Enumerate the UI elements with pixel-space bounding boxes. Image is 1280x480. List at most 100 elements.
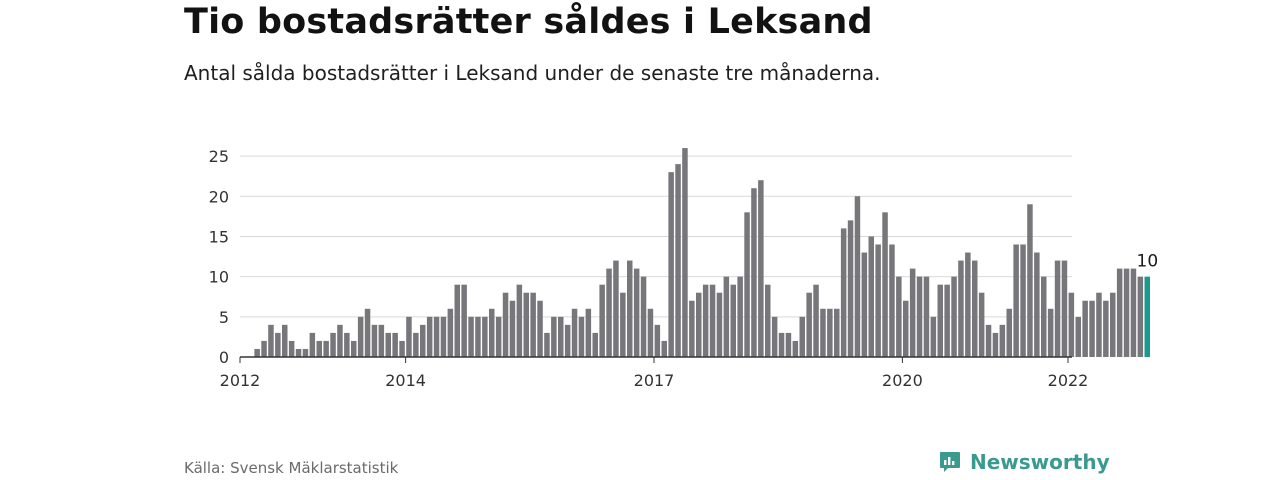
bar <box>571 308 578 357</box>
bar <box>426 316 433 357</box>
bar <box>337 324 343 357</box>
bar <box>716 292 723 357</box>
bar <box>951 276 957 357</box>
bar <box>530 292 536 357</box>
bar <box>903 300 909 357</box>
bars <box>254 148 1150 357</box>
bar <box>468 316 474 357</box>
x-tick-label: 2014 <box>385 371 426 390</box>
bar <box>1068 292 1075 357</box>
bar <box>847 220 854 357</box>
bar-latest <box>1144 276 1150 357</box>
bar <box>1130 268 1137 357</box>
source-note: Källa: Svensk Mäklarstatistik <box>184 459 399 477</box>
bar <box>785 332 792 357</box>
x-tick-label: 2022 <box>1048 371 1089 390</box>
bar <box>640 276 647 357</box>
bar <box>551 316 557 357</box>
bar <box>737 276 743 357</box>
bar <box>1123 268 1130 357</box>
bar <box>406 316 412 357</box>
bar <box>689 300 695 357</box>
bar <box>1061 260 1068 357</box>
bar <box>909 268 916 357</box>
bar <box>765 284 771 357</box>
y-tick-label: 10 <box>209 268 229 287</box>
y-tick-label: 5 <box>219 308 229 327</box>
bar <box>647 308 654 357</box>
bar <box>978 292 985 357</box>
bar <box>999 324 1006 357</box>
bar <box>544 332 550 357</box>
bar <box>799 316 805 357</box>
bar <box>330 332 336 357</box>
bar <box>758 180 764 357</box>
bar <box>371 324 378 357</box>
bar <box>295 348 302 357</box>
bar <box>675 164 681 357</box>
newsworthy-logo[interactable]: Newsworthy <box>938 450 1110 474</box>
x-tick-label: 2012 <box>220 371 261 390</box>
bar <box>482 316 488 357</box>
newsworthy-logo-icon <box>940 452 960 472</box>
bar <box>923 276 930 357</box>
bar <box>916 276 923 357</box>
bar <box>840 228 847 357</box>
bar <box>958 260 964 357</box>
bar <box>433 316 440 357</box>
bar <box>751 188 757 357</box>
bar <box>268 324 274 357</box>
bar <box>792 340 799 357</box>
bar <box>599 284 605 357</box>
bar <box>1027 204 1033 357</box>
bar <box>682 148 688 357</box>
bar <box>420 324 426 357</box>
bar <box>385 332 391 357</box>
bar <box>778 332 785 357</box>
bar <box>930 316 937 357</box>
bar <box>1103 300 1109 357</box>
bar <box>509 300 516 357</box>
bar <box>254 348 260 357</box>
bar <box>661 340 667 357</box>
y-tick-label: 0 <box>219 348 229 367</box>
bar <box>261 340 267 357</box>
bar <box>489 308 495 357</box>
bar <box>806 292 812 357</box>
bar <box>537 300 543 357</box>
bar <box>592 332 598 357</box>
bar <box>875 244 881 357</box>
x-tick-label: 2017 <box>634 371 675 390</box>
bar <box>302 348 309 357</box>
bar <box>323 340 329 357</box>
bar <box>944 284 950 357</box>
bar <box>392 332 398 357</box>
bar <box>516 284 523 357</box>
bar <box>965 252 971 357</box>
brand-name: Newsworthy <box>970 450 1110 474</box>
bar <box>1034 252 1040 357</box>
bar <box>627 260 633 357</box>
bar <box>475 316 481 357</box>
bar <box>558 316 564 357</box>
bar <box>889 244 895 357</box>
bar <box>771 316 778 357</box>
bar <box>668 172 674 357</box>
bar <box>523 292 529 357</box>
bar <box>447 308 454 357</box>
bar <box>399 340 405 357</box>
bar <box>820 308 826 357</box>
bar <box>461 284 467 357</box>
bar <box>288 340 295 357</box>
bar <box>606 268 612 357</box>
bar <box>1020 244 1026 357</box>
bar <box>364 308 371 357</box>
bar <box>1089 300 1095 357</box>
bar <box>896 276 902 357</box>
bar <box>702 284 709 357</box>
bar <box>696 292 702 357</box>
bar <box>882 212 888 357</box>
bar <box>578 316 585 357</box>
bar <box>827 308 833 357</box>
bar <box>861 252 868 357</box>
